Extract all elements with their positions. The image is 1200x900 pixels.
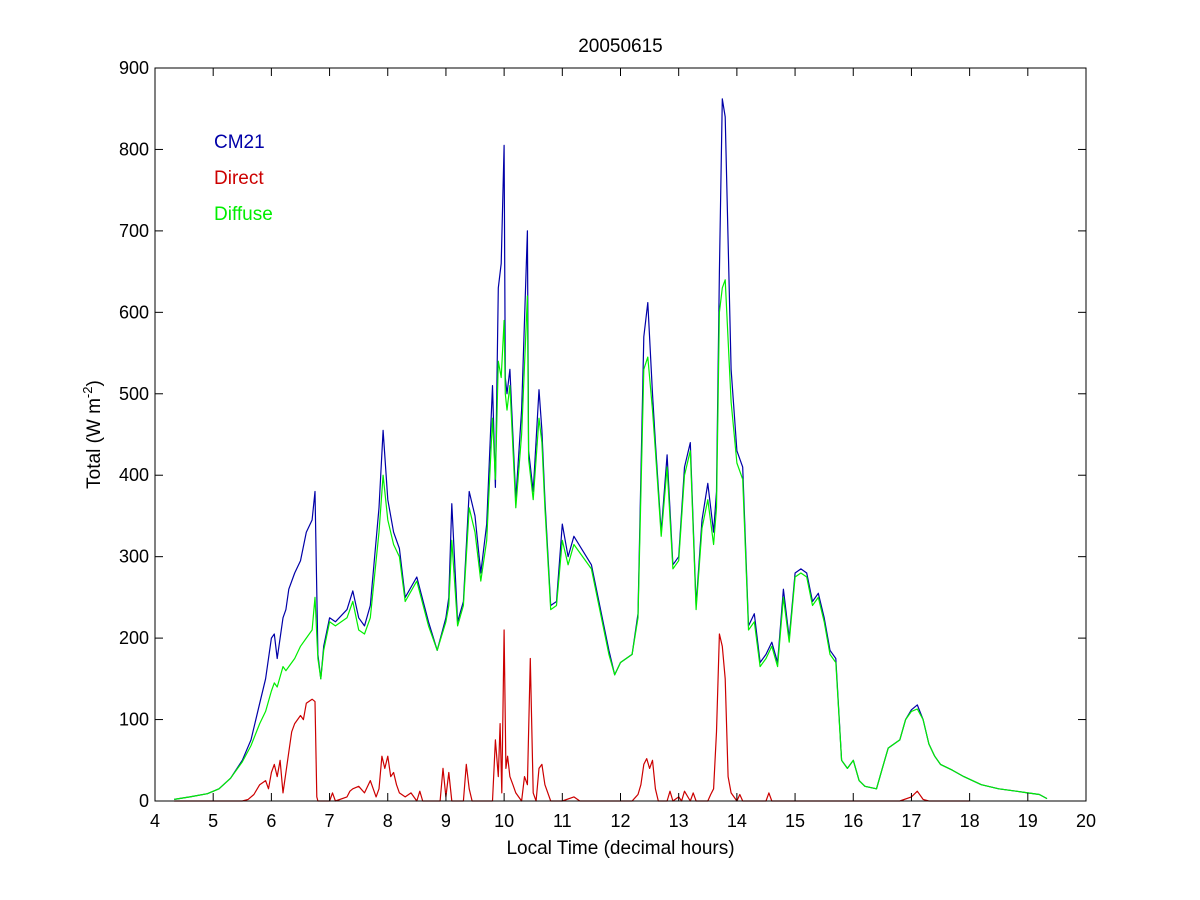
y-axis-title-end: ) <box>84 380 105 386</box>
y-tick-label: 400 <box>119 465 149 485</box>
x-tick-label: 12 <box>610 811 630 831</box>
axes-layer: 4 5 6 7 8 9 10 11 12 13 14 15 16 17 18 19 20010020030040… <box>119 58 1096 831</box>
x-tick-label: 15 <box>785 811 805 831</box>
y-tick-label: 900 <box>119 58 149 78</box>
legend-entry-direct: Direct <box>214 168 264 189</box>
x-tick-label: 10 <box>494 811 514 831</box>
x-tick-label: 19 <box>1018 811 1038 831</box>
x-tick-label: 8 <box>383 811 393 831</box>
y-tick-label: 200 <box>119 628 149 648</box>
x-tick-label: 16 <box>843 811 863 831</box>
legend-entry-diffuse: Diffuse <box>214 204 273 225</box>
series-line-diffuse <box>174 279 1048 800</box>
x-tick-label: 5 <box>208 811 218 831</box>
y-axis-title-superscript: -2 <box>80 386 95 398</box>
x-tick-label: 4 <box>150 811 160 831</box>
x-tick-label: 17 <box>901 811 921 831</box>
x-tick-label: 6 <box>266 811 276 831</box>
x-tick-label: 14 <box>727 811 747 831</box>
y-axis-title: Total (W m-2) <box>80 380 105 489</box>
y-tick-label: 800 <box>119 139 149 159</box>
x-tick-label: 7 <box>325 811 335 831</box>
series-layer <box>174 98 1048 802</box>
x-tick-label: 20 <box>1076 811 1096 831</box>
y-tick-label: 600 <box>119 302 149 322</box>
y-tick-label: 100 <box>119 710 149 730</box>
y-tick-label: 500 <box>119 384 149 404</box>
y-axis-title-base: Total (W m <box>84 398 105 489</box>
x-tick-label: 9 <box>441 811 451 831</box>
series-line-direct <box>174 629 970 802</box>
y-tick-label: 0 <box>139 791 149 811</box>
y-tick-label: 700 <box>119 221 149 241</box>
chart-title: 20050615 <box>578 36 663 57</box>
x-tick-label: 18 <box>960 811 980 831</box>
legend-entry-cm21: CM21 <box>214 132 265 153</box>
x-tick-label: 13 <box>669 811 689 831</box>
y-tick-label: 300 <box>119 547 149 567</box>
legend: CM21 Direct Diffuse <box>214 132 273 225</box>
x-axis-title: Local Time (decimal hours) <box>506 838 734 859</box>
x-tick-label: 11 <box>553 811 572 831</box>
